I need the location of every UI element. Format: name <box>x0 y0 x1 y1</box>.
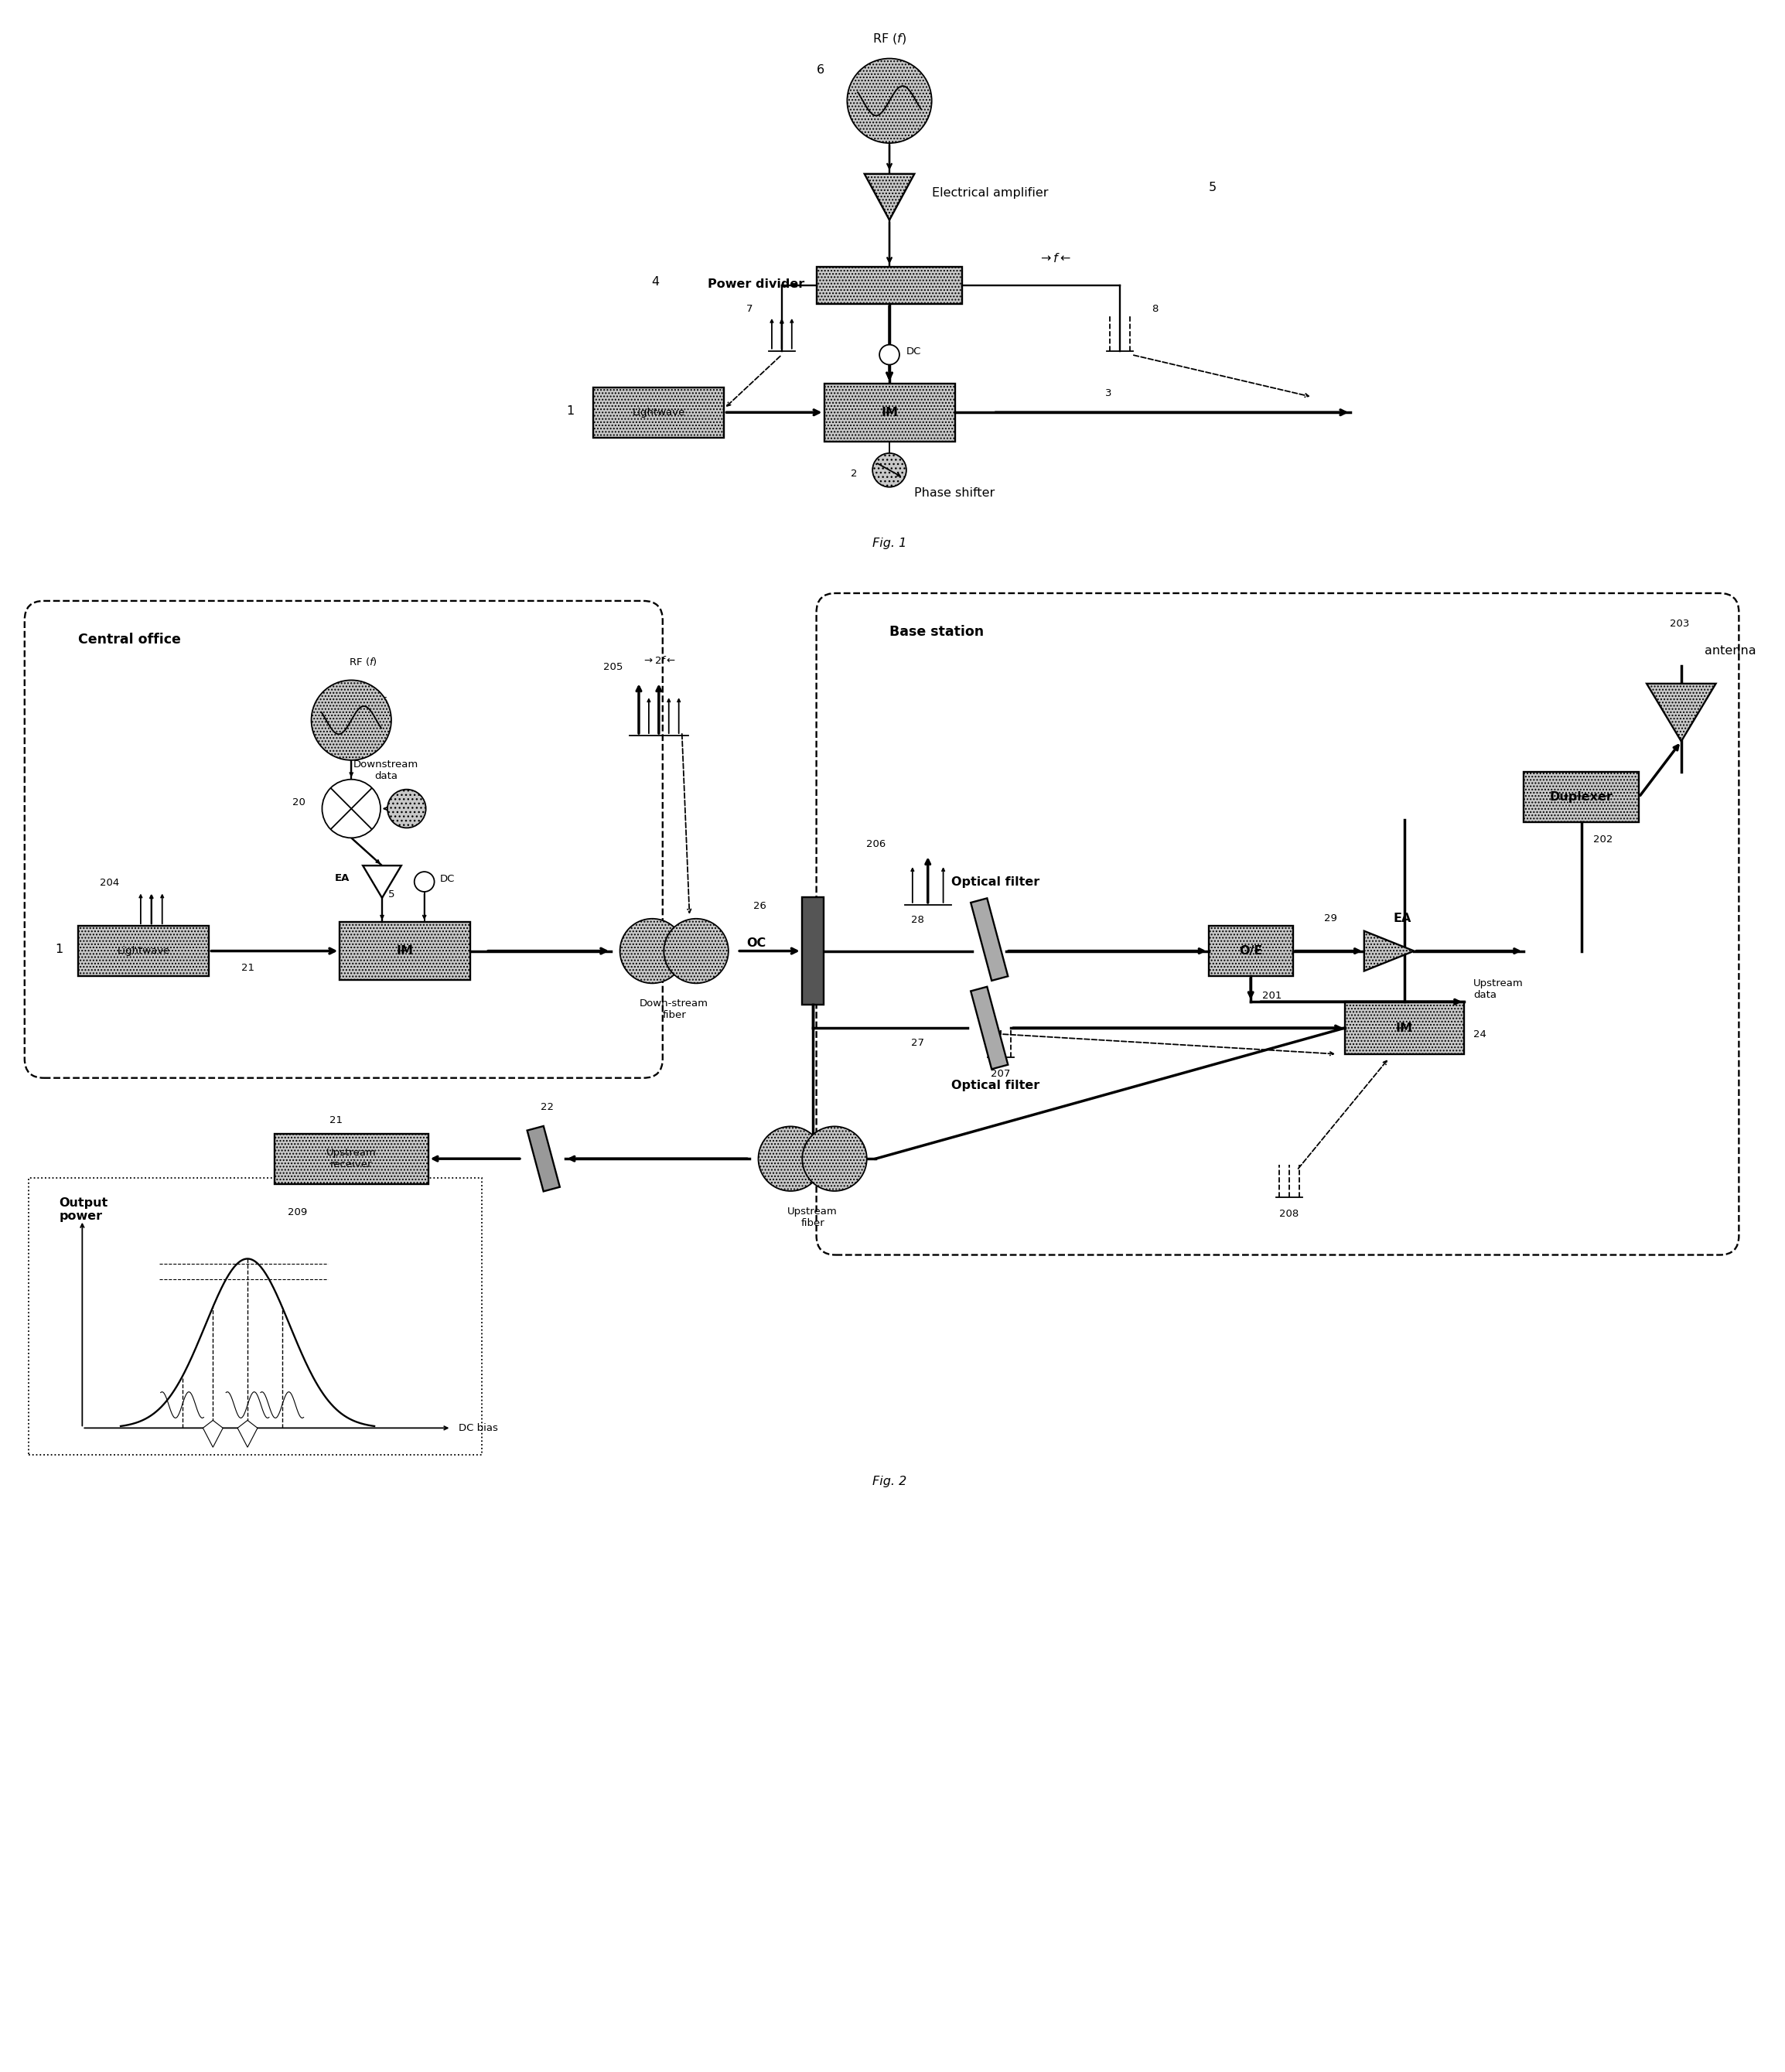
Text: 206: 206 <box>866 839 885 850</box>
Text: 29: 29 <box>1324 914 1337 924</box>
Text: IM: IM <box>1396 1021 1414 1034</box>
Polygon shape <box>971 899 1009 980</box>
Text: 28: 28 <box>910 916 925 926</box>
Text: DC: DC <box>907 346 921 356</box>
Text: 22: 22 <box>541 1102 553 1113</box>
Text: Base station: Base station <box>889 626 984 638</box>
Text: 26: 26 <box>753 901 766 912</box>
Polygon shape <box>1364 930 1414 972</box>
Polygon shape <box>203 1419 223 1446</box>
Text: 6: 6 <box>380 696 387 707</box>
Text: 2: 2 <box>851 468 857 479</box>
Text: Upstream
receiver: Upstream receiver <box>327 1148 377 1169</box>
Text: Optical filter: Optical filter <box>951 876 1039 887</box>
FancyBboxPatch shape <box>825 383 955 441</box>
Text: EA: EA <box>1392 914 1410 924</box>
Text: 24: 24 <box>1473 1030 1487 1038</box>
Text: 25: 25 <box>678 939 693 949</box>
Text: Output
power: Output power <box>59 1198 109 1222</box>
Text: Fig. 1: Fig. 1 <box>873 537 907 549</box>
Text: Down-stream
fiber: Down-stream fiber <box>639 999 709 1019</box>
Circle shape <box>414 872 434 891</box>
Circle shape <box>759 1127 823 1191</box>
Text: 202: 202 <box>1592 835 1612 845</box>
Text: 204: 204 <box>100 876 120 887</box>
Text: 201: 201 <box>1262 990 1282 1001</box>
Polygon shape <box>1646 684 1715 742</box>
FancyBboxPatch shape <box>29 1179 482 1455</box>
Text: 1: 1 <box>566 404 575 416</box>
Text: 207: 207 <box>991 1069 1010 1080</box>
Text: DC: DC <box>439 874 455 883</box>
FancyBboxPatch shape <box>275 1133 428 1183</box>
Polygon shape <box>971 986 1009 1069</box>
Circle shape <box>848 58 932 143</box>
FancyBboxPatch shape <box>79 926 209 976</box>
Circle shape <box>880 344 900 365</box>
Text: 8: 8 <box>1151 305 1158 313</box>
FancyBboxPatch shape <box>816 267 962 305</box>
Text: $\rightarrow f \leftarrow$: $\rightarrow f \leftarrow$ <box>1039 253 1071 265</box>
Polygon shape <box>237 1419 257 1446</box>
Circle shape <box>619 918 684 984</box>
Text: EA: EA <box>336 872 350 883</box>
Text: 7: 7 <box>746 305 753 313</box>
Text: Upstream
data: Upstream data <box>1473 978 1523 1001</box>
Text: 4: 4 <box>652 276 659 288</box>
Text: Phase shifter: Phase shifter <box>914 487 994 499</box>
FancyBboxPatch shape <box>339 922 471 980</box>
Text: 23: 23 <box>818 1146 830 1156</box>
Text: 6: 6 <box>816 64 825 77</box>
Text: Optical filter: Optical filter <box>951 1080 1039 1092</box>
Polygon shape <box>527 1125 560 1191</box>
Text: 208: 208 <box>1280 1208 1299 1218</box>
FancyBboxPatch shape <box>1208 926 1292 976</box>
Text: Lightwave: Lightwave <box>632 408 685 416</box>
Polygon shape <box>864 174 914 220</box>
Text: 5: 5 <box>387 889 394 899</box>
Text: Duplexer: Duplexer <box>1549 792 1614 802</box>
Text: IM: IM <box>882 406 898 419</box>
Text: O/E: O/E <box>1239 945 1262 957</box>
Text: DC bias: DC bias <box>459 1423 498 1434</box>
Text: Power divider: Power divider <box>709 278 805 290</box>
Text: 209: 209 <box>287 1208 307 1218</box>
Circle shape <box>873 454 907 487</box>
FancyBboxPatch shape <box>593 387 725 437</box>
FancyBboxPatch shape <box>1344 1001 1464 1055</box>
Text: 21: 21 <box>330 1115 343 1125</box>
Text: 20: 20 <box>293 798 305 808</box>
FancyBboxPatch shape <box>1524 773 1639 823</box>
Text: 205: 205 <box>603 663 623 673</box>
Text: Fig. 2: Fig. 2 <box>873 1475 907 1488</box>
Text: 3: 3 <box>1105 387 1112 398</box>
Circle shape <box>664 918 728 984</box>
FancyBboxPatch shape <box>816 593 1739 1256</box>
Text: Upstream
fiber: Upstream fiber <box>787 1206 837 1229</box>
Circle shape <box>311 680 391 760</box>
Text: RF ($f$): RF ($f$) <box>873 31 907 46</box>
Text: Downstream
data: Downstream data <box>353 758 418 781</box>
Text: Electrical amplifier: Electrical amplifier <box>932 186 1048 199</box>
Text: 27: 27 <box>910 1038 925 1048</box>
Polygon shape <box>362 866 402 897</box>
Text: Lightwave: Lightwave <box>118 947 170 955</box>
Text: RF ($f$): RF ($f$) <box>348 657 377 667</box>
Text: 5: 5 <box>1208 182 1216 193</box>
Text: 203: 203 <box>1669 620 1689 630</box>
Text: IM: IM <box>396 945 414 957</box>
Text: OC: OC <box>746 937 766 949</box>
Circle shape <box>387 789 427 829</box>
Text: Central office: Central office <box>79 632 180 646</box>
FancyBboxPatch shape <box>25 601 662 1077</box>
Circle shape <box>321 779 380 837</box>
Text: 1: 1 <box>55 943 62 955</box>
Text: $\rightarrow 2f \leftarrow$: $\rightarrow 2f \leftarrow$ <box>641 655 677 667</box>
Text: 21: 21 <box>241 963 253 974</box>
Circle shape <box>801 1127 868 1191</box>
Text: antenna: antenna <box>1705 644 1756 657</box>
FancyBboxPatch shape <box>801 897 823 1005</box>
